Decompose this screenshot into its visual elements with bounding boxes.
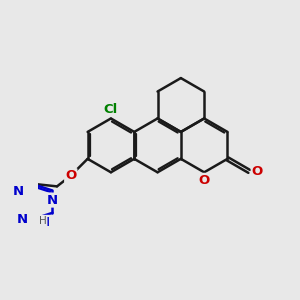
- Text: H: H: [39, 216, 47, 226]
- Text: N: N: [39, 216, 50, 229]
- Text: Cl: Cl: [104, 103, 118, 116]
- Text: N: N: [16, 213, 28, 226]
- Text: N: N: [13, 185, 24, 198]
- Text: O: O: [252, 165, 263, 178]
- Text: N: N: [47, 194, 58, 207]
- Text: O: O: [65, 169, 76, 182]
- Text: O: O: [199, 174, 210, 187]
